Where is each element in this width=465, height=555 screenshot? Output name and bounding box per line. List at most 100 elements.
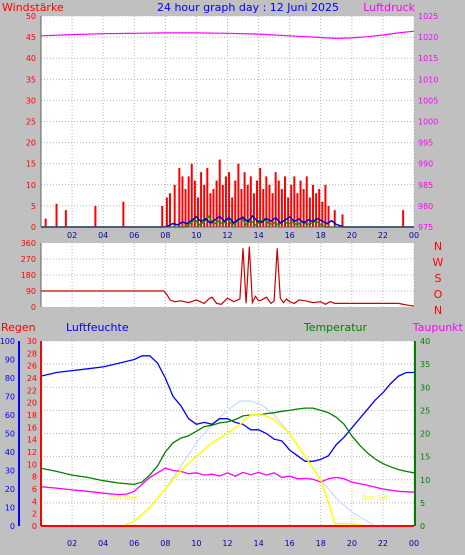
rain-y-tick: 16 (27, 423, 37, 432)
wind-x-tick: 14 (253, 231, 263, 240)
wind-y-tick: 10 (26, 181, 36, 190)
humidity-y-tick: 0 (10, 522, 15, 531)
direction-y-tick: 180 (21, 271, 36, 280)
wind-pressure-panel: Windstärke 24 hour graph day : 12 Juni 2… (2, 1, 438, 240)
humidity-y-tick: 20 (5, 485, 15, 494)
wind-x-tick: 12 (222, 231, 232, 240)
rain-y-tick: 0 (32, 522, 37, 531)
humidity-line (40, 355, 414, 462)
pressure-y-tick: 1025 (418, 12, 438, 21)
humidity-y-tick: 70 (5, 393, 15, 402)
climate-x-tick: 06 (129, 539, 139, 548)
direction-y-tick: 360 (21, 239, 36, 248)
climate-x-tick: 02 (67, 539, 77, 548)
wind-y-tick: 40 (26, 54, 36, 63)
wind-direction-line (41, 246, 415, 307)
graph-title: 24 hour graph day : 12 Juni 2025 (157, 1, 339, 14)
rain-y-tick: 24 (27, 374, 37, 383)
direction-y-tick: 270 (21, 255, 36, 264)
compass-label-n-top: N (434, 240, 442, 253)
climate-x-tick: 14 (253, 539, 263, 548)
direction-y-tick-labels: 0 90 180 270 360 (21, 239, 36, 312)
rain-y-tick: 20 (27, 399, 37, 408)
climate-x-tick: 12 (222, 539, 232, 548)
climate-x-tick: 18 (316, 539, 326, 548)
humidity-y-tick: 60 (5, 411, 15, 420)
wind-x-tick: 18 (316, 231, 326, 240)
temperature-y-tick: 25 (420, 406, 430, 415)
rain-y-tick: 26 (27, 362, 37, 371)
wind-axis-label: Windstärke (2, 1, 64, 14)
solar-line (41, 414, 414, 527)
wind-x-tick-labels: 02 04 06 08 10 12 14 16 18 20 22 00 (67, 231, 419, 240)
humidity-y-tick-labels: 0 10 20 30 40 50 60 70 80 90 100 (0, 337, 15, 531)
temperature-y-tick-labels: 0 5 10 15 20 25 30 35 40 (420, 337, 430, 531)
direction-series (41, 246, 415, 307)
pressure-y-tick: 1000 (418, 118, 438, 127)
rain-y-tick: 22 (27, 386, 37, 395)
direction-y-tick: 0 (31, 303, 36, 312)
sunrise-label: Sun Rise (108, 494, 138, 502)
rain-y-tick: 2 (32, 510, 37, 519)
compass-label-n-bottom: N (434, 304, 442, 317)
rain-y-tick: 14 (27, 436, 37, 445)
humidity-y-tick: 100 (0, 337, 15, 346)
wind-mean-line (41, 214, 414, 228)
rain-y-tick: 4 (32, 497, 37, 506)
pressure-y-tick: 995 (418, 139, 433, 148)
climate-x-tick: 00 (409, 539, 419, 548)
pressure-y-tick: 985 (418, 181, 433, 190)
climate-x-tick-labels: 02 04 06 08 10 12 14 16 18 20 22 00 (67, 539, 419, 548)
pressure-axis-label: Luftdruck (363, 1, 415, 14)
wind-x-tick: 20 (347, 231, 357, 240)
wind-y-tick: 50 (26, 12, 36, 21)
wind-y-tick: 30 (26, 96, 36, 105)
direction-grid (41, 243, 415, 307)
climate-x-tick: 08 (160, 539, 170, 548)
climate-x-tick: 22 (378, 539, 388, 548)
rain-y-tick: 18 (27, 411, 37, 420)
temperature-y-tick: 20 (420, 430, 430, 439)
wind-x-tick: 06 (129, 231, 139, 240)
humidity-y-tick: 30 (5, 467, 15, 476)
pressure-y-tick-labels: 975 980 985 990 995 1000 1005 1010 1015 1020 1025 (418, 12, 438, 232)
humidity-y-tick: 50 (5, 430, 15, 439)
temperature-y-tick: 15 (420, 453, 430, 462)
climate-series: Sun Rise Sun Set (40, 355, 415, 527)
pressure-y-tick: 975 (418, 223, 433, 232)
wind-series (40, 30, 415, 228)
rain-y-tick: 8 (32, 473, 37, 482)
pressure-y-tick: 980 (418, 202, 433, 211)
temperature-y-tick: 5 (420, 499, 425, 508)
pressure-y-tick: 1005 (418, 96, 438, 105)
rain-y-tick: 30 (27, 337, 37, 346)
wind-y-tick-labels: 0 5 10 15 20 25 30 35 40 45 50 (26, 12, 36, 232)
pressure-y-tick: 1010 (418, 75, 438, 84)
dewpoint-line (40, 467, 415, 496)
wind-direction-panel: 0 90 180 270 360 N W S O N (21, 239, 444, 317)
wind-x-tick: 10 (191, 231, 201, 240)
climate-x-tick: 20 (347, 539, 357, 548)
temperature-axis-label: Temperatur (303, 321, 368, 334)
compass-label-s: S (435, 272, 442, 285)
dewpoint-axis-label: Taupunkt (412, 321, 464, 334)
temperature-y-tick: 30 (420, 383, 430, 392)
pressure-y-tick: 990 (418, 160, 433, 169)
wind-y-tick: 25 (26, 118, 36, 127)
rain-y-tick: 6 (32, 485, 37, 494)
humidity-y-tick: 90 (5, 356, 15, 365)
climate-x-tick: 04 (98, 539, 108, 548)
wind-grid (41, 15, 415, 227)
compass-label-o: O (434, 288, 443, 301)
wind-y-tick: 20 (26, 139, 36, 148)
pressure-line (40, 30, 415, 40)
temperature-y-tick: 40 (420, 337, 430, 346)
pressure-y-tick: 1015 (418, 54, 438, 63)
pressure-y-tick: 1020 (418, 33, 438, 42)
wind-x-tick: 16 (285, 231, 295, 240)
wind-x-tick: 04 (98, 231, 108, 240)
rain-y-tick: 28 (27, 349, 37, 358)
wind-y-tick: 0 (31, 223, 36, 232)
